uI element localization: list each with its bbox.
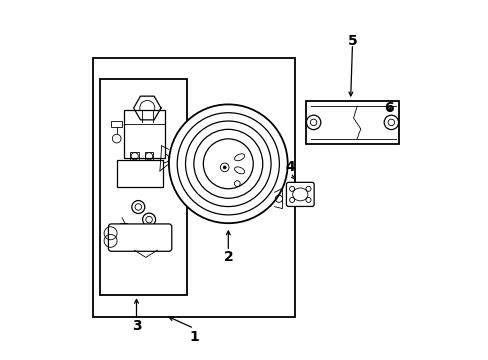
FancyBboxPatch shape xyxy=(108,224,171,251)
Text: 6: 6 xyxy=(383,101,392,115)
Bar xyxy=(305,101,399,144)
Text: 5: 5 xyxy=(347,35,357,48)
Text: 3: 3 xyxy=(131,319,141,333)
Bar xyxy=(93,58,294,317)
Circle shape xyxy=(223,166,225,169)
Bar xyxy=(123,110,165,158)
Bar xyxy=(117,160,163,187)
Bar xyxy=(130,152,139,160)
Bar xyxy=(101,79,186,295)
Circle shape xyxy=(168,104,287,223)
Text: 2: 2 xyxy=(223,251,233,264)
Text: 4: 4 xyxy=(285,161,295,174)
FancyBboxPatch shape xyxy=(286,182,313,207)
Bar xyxy=(111,121,122,127)
Text: 1: 1 xyxy=(189,330,199,343)
Bar xyxy=(144,152,153,160)
Circle shape xyxy=(203,139,253,189)
